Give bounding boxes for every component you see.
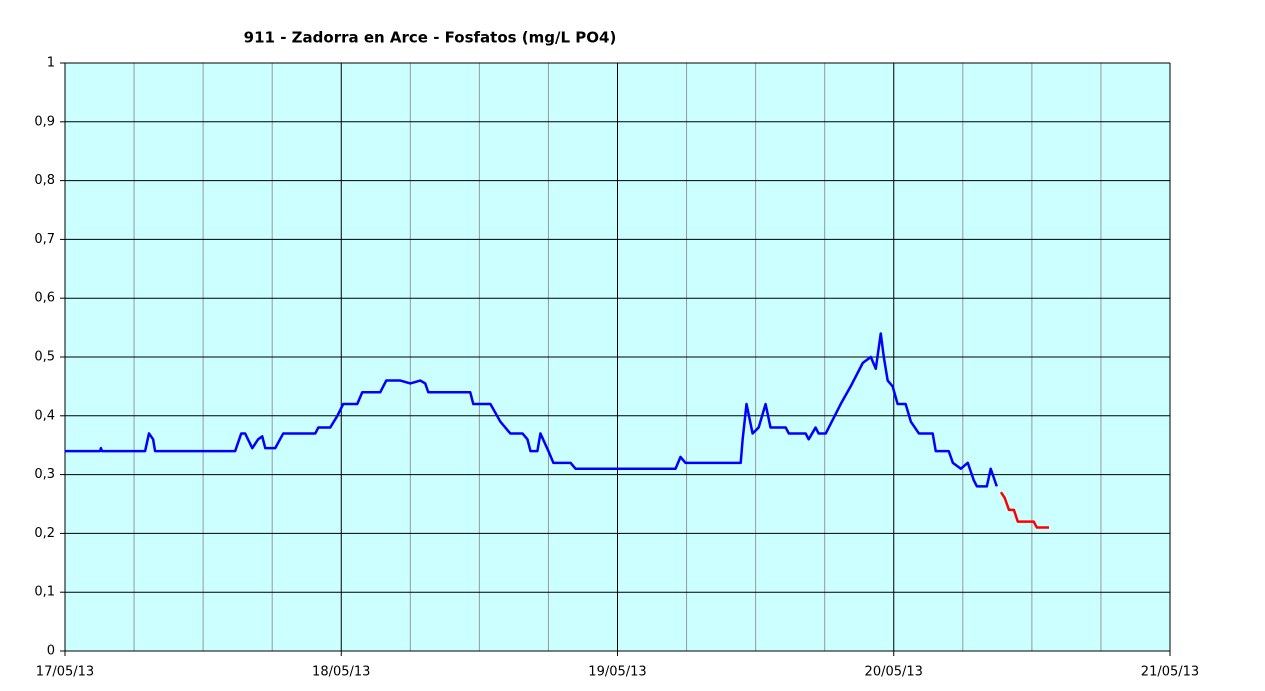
y-tick-label: 0,4 <box>34 408 55 423</box>
y-tick-label: 0 <box>47 644 55 659</box>
chart-title: 911 - Zadorra en Arce - Fosfatos (mg/L P… <box>244 29 617 47</box>
x-tick-label: 19/05/13 <box>588 665 646 680</box>
y-tick-label: 0,9 <box>34 114 55 129</box>
y-tick-label: 0,6 <box>34 291 55 306</box>
y-tick-label: 1 <box>47 56 55 71</box>
y-tick-label: 0,5 <box>34 350 55 365</box>
y-tick-label: 0,2 <box>34 526 55 541</box>
x-tick-label: 20/05/13 <box>865 665 923 680</box>
y-tick-label: 0,7 <box>34 232 55 247</box>
data-line <box>65 332 998 488</box>
y-tick-label: 0,3 <box>34 467 55 482</box>
data-line <box>999 491 1050 529</box>
x-tick-label: 17/05/13 <box>36 665 94 680</box>
x-tick-label: 18/05/13 <box>312 665 370 680</box>
y-tick-label: 0,1 <box>34 585 55 600</box>
y-tick-label: 0,8 <box>34 173 55 188</box>
x-tick-label: 21/05/13 <box>1141 665 1199 680</box>
